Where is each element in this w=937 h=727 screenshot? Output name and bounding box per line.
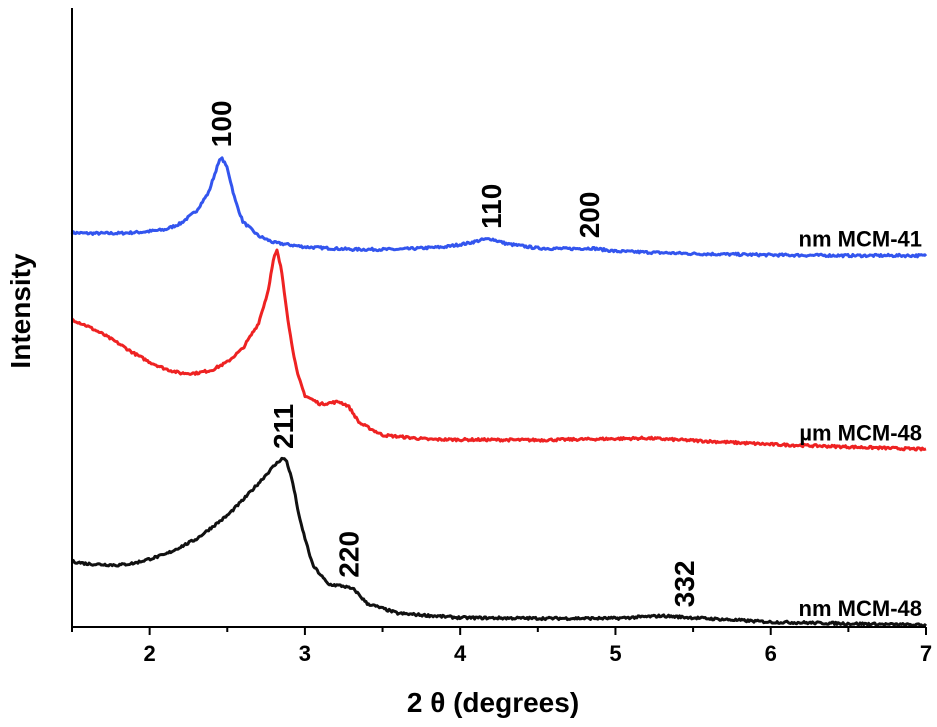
peak-label: 200 (574, 192, 605, 239)
x-tick-label: 7 (920, 641, 932, 666)
y-axis-title: Intensity (5, 253, 36, 369)
x-tick-label: 6 (765, 641, 777, 666)
series-line-1 (70, 156, 928, 259)
peak-label: 332 (669, 560, 700, 607)
peak-label: 211 (268, 404, 299, 449)
x-tick-label: 5 (609, 641, 621, 666)
peak-label: 110 (476, 184, 507, 229)
peak-label: 220 (333, 531, 364, 578)
plot-area (70, 156, 928, 628)
series-label-3: nm MCM-48 (799, 596, 922, 621)
series-line-2 (71, 248, 927, 452)
x-axis-title: 2 θ (degrees) (407, 687, 579, 718)
x-tick-label: 3 (299, 641, 311, 666)
x-tick-label: 2 (144, 641, 156, 666)
series-line-3 (70, 456, 928, 628)
series-label-2: µm MCM-48 (799, 420, 922, 445)
series-label-1: nm MCM-41 (799, 227, 922, 252)
x-tick-label: 4 (454, 641, 467, 666)
axes: 2 3 4 5 6 7 (71, 8, 932, 666)
peak-label: 100 (206, 100, 237, 147)
labels: nm MCM-41 100 110 200 µm MCM-48 nm MCM-48 211 2… (206, 100, 922, 621)
